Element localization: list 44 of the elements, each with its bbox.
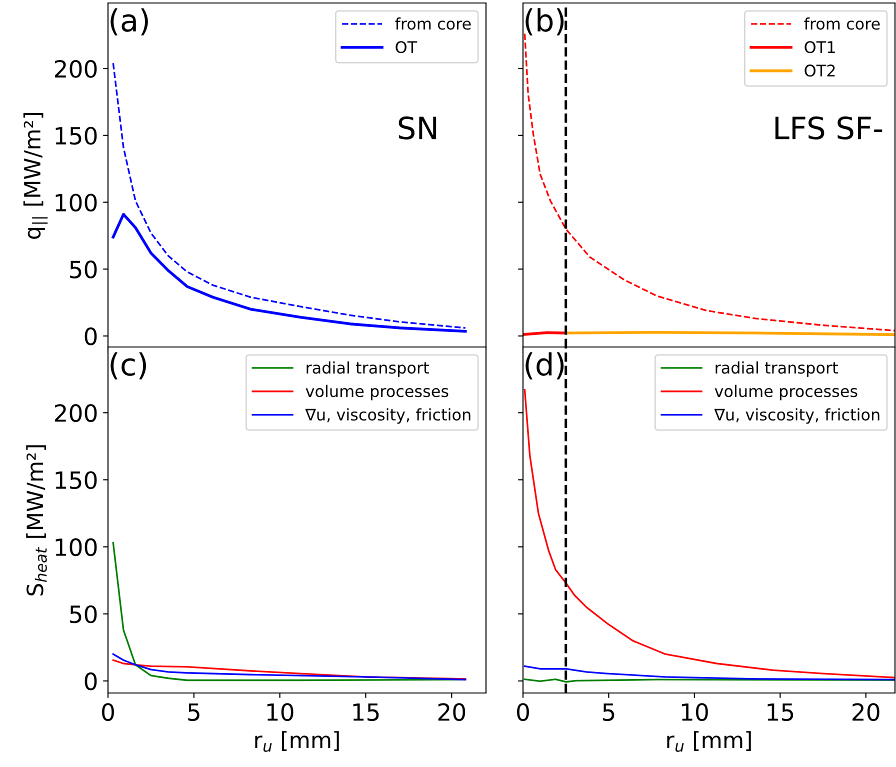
line-series bbox=[112, 653, 466, 680]
annotation: SN bbox=[398, 116, 436, 140]
x-tick-label: 20 bbox=[852, 703, 880, 721]
legend-label: OT bbox=[396, 41, 418, 54]
y-axis-title: q$_{||}$ [MW/m²] bbox=[23, 112, 48, 239]
y-axis-title: S$_{heat}$ [MW/m²] bbox=[26, 445, 47, 596]
annotation: (d) bbox=[526, 352, 564, 380]
annotation: (c) bbox=[110, 352, 146, 380]
x-tick-label: 0 bbox=[102, 703, 114, 721]
line-series bbox=[112, 62, 466, 329]
y-tick-label: 150 bbox=[56, 126, 97, 145]
y-tick-label: 150 bbox=[56, 471, 97, 490]
x-tick-label: 15 bbox=[353, 703, 379, 721]
legend-label: ∇u, viscosity, friction bbox=[305, 408, 470, 424]
y-tick-label: 200 bbox=[54, 60, 97, 78]
annotation: LFS SF- bbox=[775, 116, 882, 140]
y-tick-label: 100 bbox=[56, 194, 97, 212]
legend-label: OT2 bbox=[804, 64, 835, 77]
x-tick-label: 5 bbox=[188, 703, 200, 721]
y-tick-label: 50 bbox=[70, 260, 97, 278]
legend-label: volume processes bbox=[306, 384, 448, 400]
annotation: (b) bbox=[526, 8, 564, 36]
x-tick-label: 20 bbox=[438, 703, 466, 721]
y-tick-label: 200 bbox=[54, 404, 97, 422]
y-tick-label: 100 bbox=[56, 538, 97, 556]
legend-label: OT1 bbox=[804, 41, 835, 54]
x-axis-title: r$_{u}$ [mm] bbox=[255, 731, 339, 752]
annotation: (a) bbox=[110, 8, 148, 36]
legend-label: from core bbox=[804, 17, 880, 30]
line-series bbox=[112, 659, 466, 680]
x-tick-label: 15 bbox=[768, 703, 794, 721]
x-tick-label: 0 bbox=[517, 703, 529, 721]
y-tick-label: 50 bbox=[70, 605, 97, 624]
y-tick-label: 0 bbox=[84, 327, 97, 346]
legend-label: radial transport bbox=[716, 361, 838, 377]
x-tick-label: 10 bbox=[267, 703, 294, 721]
legend-label: volume processes bbox=[714, 384, 858, 400]
legend-label: ∇u, viscosity, friction bbox=[714, 408, 880, 424]
x-axis-title: r$_{u}$ [mm] bbox=[667, 731, 751, 752]
x-tick-label: 10 bbox=[682, 703, 708, 721]
y-tick-label: 0 bbox=[84, 672, 97, 690]
x-tick-label: 5 bbox=[603, 703, 614, 721]
legend-label: from core bbox=[395, 17, 471, 30]
legend-label: radial transport bbox=[306, 361, 429, 377]
